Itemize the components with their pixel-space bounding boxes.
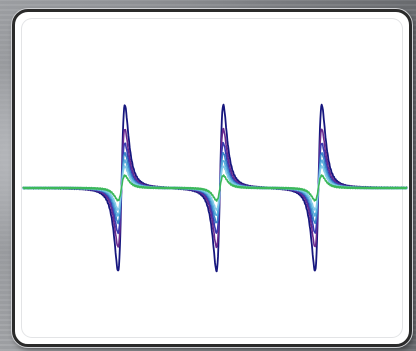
spectrum-series-7 <box>23 175 407 201</box>
chart-panel <box>12 9 412 347</box>
spectrum-chart <box>15 12 409 344</box>
